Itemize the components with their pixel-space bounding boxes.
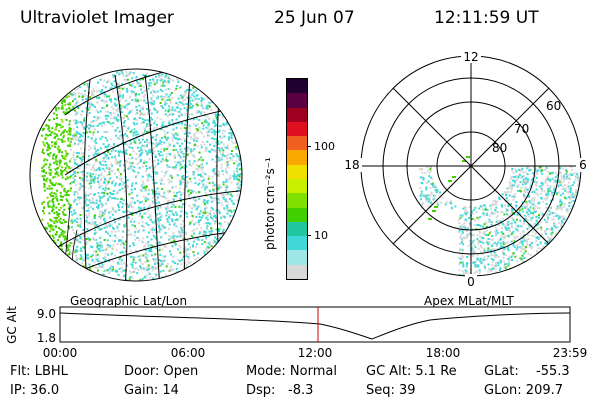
colorbar-unit-label: photon cm⁻²s⁻¹ [263, 157, 277, 250]
mlt-label-18: 18 [344, 158, 359, 172]
colorbar-band [287, 79, 307, 94]
mlt-label-0: 0 [467, 275, 475, 289]
filter-field: Flt: LBHL [10, 364, 68, 379]
dsp-value: -8.3 [288, 383, 314, 398]
dsp-field: Dsp: [246, 383, 276, 398]
colorbar-label-10: 10 [314, 229, 328, 242]
colorbar-band [287, 178, 307, 194]
colorbar-band [287, 221, 307, 237]
glat-value: -55.3 [536, 364, 570, 379]
image-time: 12:11:59 UT [434, 8, 539, 28]
xtick-0600: 06:00 [171, 346, 206, 360]
colorbar-band [287, 136, 307, 151]
altitude-curve [59, 312, 571, 340]
ip-field: IP: 36.0 [10, 383, 60, 398]
door-field: Door: Open [124, 364, 199, 379]
gc-altitude-plot: 9.0 1.8 GC Alt 00:00 06:00 12:00 18:00 2… [5, 306, 588, 360]
colorbar-band [287, 193, 307, 208]
colorbar-band [287, 236, 307, 251]
glat-field: GLat: [484, 364, 519, 379]
ytick-9: 9.0 [37, 307, 56, 321]
mlat-label-80: 80 [492, 141, 507, 155]
colorbar-band [287, 93, 307, 108]
seq-field: Seq: 39 [366, 383, 416, 398]
gain-field: Gain: 14 [124, 383, 179, 398]
mlat-label-60: 60 [546, 99, 561, 113]
altitude-ylabel: GC Alt [5, 306, 19, 344]
glon-field: GLon: 209.7 [484, 383, 564, 398]
right-panel-label: Apex MLat/MLT [424, 294, 514, 308]
polar-grid [360, 55, 582, 277]
colorbar-band [287, 207, 307, 222]
gc-alt-field: GC Alt: 5.1 Re [366, 364, 457, 379]
colorbar-tick-100 [307, 146, 311, 147]
geographic-image-panel [29, 68, 243, 282]
polar-mlat-mlt-panel: 12 18 6 0 60 70 80 [342, 50, 590, 289]
colorbar-band [287, 164, 307, 179]
colorbar-band [287, 250, 307, 265]
colorbar-band [287, 121, 307, 137]
image-date: 25 Jun 07 [274, 8, 355, 28]
xtick-2359: 23:59 [553, 346, 588, 360]
mode-field: Mode: Normal [246, 364, 337, 379]
colorbar-band [287, 107, 307, 122]
colorbar-label-100: 100 [314, 140, 335, 153]
colorbar-band [287, 150, 307, 165]
xtick-1800: 18:00 [426, 346, 461, 360]
xtick-1200: 12:00 [298, 346, 333, 360]
mlt-label-12: 12 [463, 50, 478, 64]
colorbar-tick-10 [307, 235, 311, 236]
xtick-0000: 00:00 [43, 346, 78, 360]
intensity-colorbar [286, 78, 308, 280]
left-panel-label: Geographic Lat/Lon [70, 294, 188, 308]
colorbar-band [287, 264, 307, 279]
mlt-label-6: 6 [579, 158, 587, 172]
image-title: Ultraviolet Imager [20, 8, 174, 28]
mlat-label-70: 70 [514, 122, 529, 136]
ytick-1-8: 1.8 [37, 331, 56, 345]
